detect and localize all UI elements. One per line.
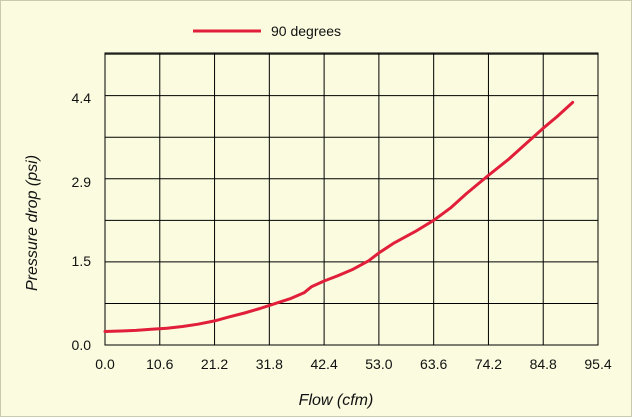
x-tick-label: 63.6 [420, 356, 447, 372]
x-tick-label: 42.4 [310, 356, 337, 372]
y-tick-label: 2.9 [72, 174, 92, 190]
plot-area-border [104, 52, 599, 346]
x-tick-label: 53.0 [365, 356, 392, 372]
x-tick-label: 0.0 [95, 356, 115, 372]
y-tick-label: 4.4 [72, 90, 92, 106]
y-tick-label: 1.5 [72, 253, 92, 269]
y-axis-tick-labels: 0.0 1.5 2.9 4.4 [72, 90, 92, 353]
x-tick-label: 95.4 [584, 356, 611, 372]
x-axis-tick-labels: 0.0 10.6 21.2 31.8 42.4 53.0 63.6 74.2 84.8 95.4 [95, 356, 612, 372]
legend-label-90-degrees: 90 degrees [271, 23, 341, 39]
x-tick-label: 10.6 [146, 356, 173, 372]
x-axis-title: Flow (cfm) [299, 392, 374, 409]
series-layer [103, 100, 575, 333]
x-tick-label: 21.2 [201, 356, 228, 372]
y-tick-label: 0.0 [72, 337, 92, 353]
series-line-90-degrees [103, 100, 575, 333]
x-tick-label: 84.8 [530, 356, 557, 372]
grid-lines [105, 53, 598, 345]
x-tick-label: 31.8 [256, 356, 283, 372]
legend: 90 degrees [193, 23, 341, 39]
y-axis-title: Pressure drop (psi) [24, 155, 41, 291]
x-tick-label: 74.2 [475, 356, 502, 372]
